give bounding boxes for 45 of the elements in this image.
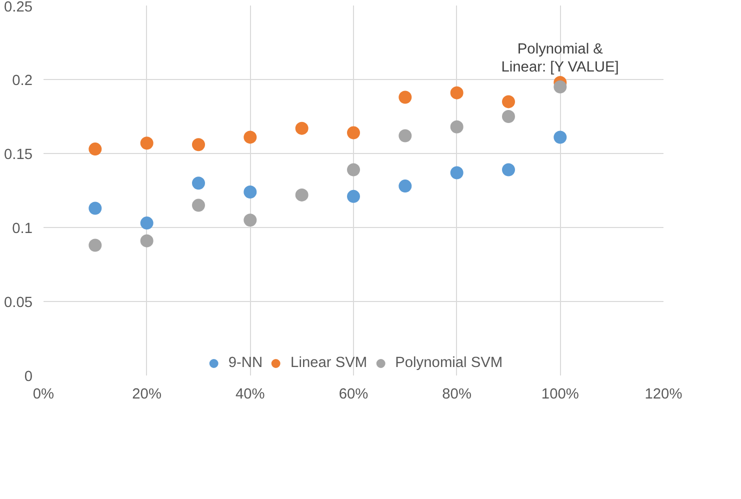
point — [450, 86, 464, 100]
x-tick-label: 80% — [442, 386, 472, 402]
point — [140, 234, 154, 248]
point — [502, 110, 515, 123]
y-tick-label: 0.05 — [4, 295, 33, 311]
point — [192, 198, 205, 212]
point — [347, 190, 360, 203]
x-tick-label: 100% — [541, 386, 579, 402]
point — [192, 176, 205, 190]
annotation: Polynomial & Linear: [Y VALUE] — [501, 41, 619, 76]
point — [347, 126, 360, 140]
point — [88, 238, 102, 252]
point — [554, 130, 567, 144]
point — [347, 163, 360, 176]
point — [502, 163, 515, 176]
y-tick-label: 0.25 — [4, 0, 33, 16]
y-tick-label: 0 — [24, 369, 33, 385]
point — [140, 136, 154, 150]
point — [88, 202, 102, 215]
legend-label: Linear SVM — [290, 355, 368, 371]
x-tick-label: 20% — [132, 386, 162, 402]
point — [295, 188, 308, 202]
y-tick-label: 0.2 — [12, 73, 32, 89]
point — [554, 80, 567, 94]
point — [450, 166, 464, 180]
x-tick-label: 60% — [338, 386, 368, 402]
x-tick-label: 120% — [644, 386, 682, 402]
x-tick-label: 40% — [236, 386, 265, 402]
y-tick-label: 0.15 — [4, 147, 33, 163]
point — [398, 180, 412, 193]
point — [502, 95, 515, 108]
x-tick-label: 0% — [32, 386, 54, 402]
point — [244, 214, 257, 227]
point — [295, 122, 308, 135]
y-tick-label: 0.1 — [12, 221, 32, 237]
point — [140, 216, 154, 230]
legend-label: Polynomial SVM — [395, 355, 503, 371]
point — [450, 120, 464, 134]
point — [398, 129, 412, 142]
point — [398, 90, 412, 104]
point — [244, 185, 257, 198]
point — [192, 138, 205, 152]
point — [244, 130, 257, 144]
legend-label: 9-NN — [228, 355, 263, 371]
point — [88, 142, 102, 156]
